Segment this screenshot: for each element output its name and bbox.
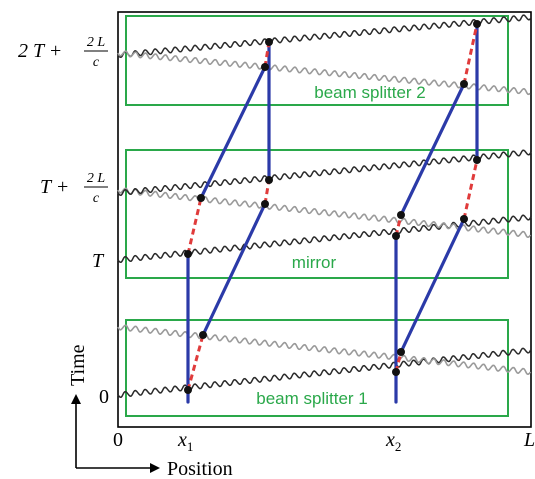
- y-axis-title: Time: [67, 344, 89, 386]
- x-tick-x1-sub: 1: [187, 439, 194, 454]
- x-axis-title: Position: [167, 458, 233, 479]
- y-tick-two-T-plus: 2 T + 2 L c: [18, 35, 108, 70]
- plot-frame: [117, 11, 532, 428]
- dot-right-mirror-b: [397, 211, 405, 219]
- dot-left-bs1-kick: [199, 331, 207, 339]
- pulse-dark-bs2: [117, 14, 531, 59]
- path-left-dashed-lower: [186, 334, 205, 391]
- dot-right-mirror-a: [392, 232, 400, 240]
- y-tick-T-plus: T + 2 L c: [40, 171, 108, 206]
- dot-left-mirror-b: [197, 194, 205, 202]
- path-left-dashed-mid-left: [186, 197, 203, 255]
- x-tick-x1: x1: [177, 429, 193, 454]
- mirror-box: [125, 149, 509, 279]
- path-left-diagonal-up: [201, 202, 267, 337]
- beam-splitter-1-box: [125, 319, 509, 417]
- x-tick-origin: 0: [113, 429, 123, 451]
- dot-left-mirror-a: [184, 250, 192, 258]
- y-tick-two-T-num: 2 L: [87, 35, 106, 50]
- x-tick-x1-base: x: [177, 429, 187, 451]
- path-right-dashed-top: [462, 23, 479, 85]
- dot-right-bs2-b: [473, 20, 481, 28]
- dot-left-bs2-a: [261, 63, 269, 71]
- y-tick-T-lead: T +: [40, 176, 69, 198]
- y-tick-T-den: c: [93, 191, 100, 206]
- path-left-diagonal-up-2: [199, 65, 267, 200]
- dot-left-mirror-d: [265, 176, 273, 184]
- y-tick-T-num: 2 L: [87, 171, 106, 186]
- dot-right-bs1: [392, 368, 400, 376]
- beam-splitter-2-box: [125, 15, 509, 106]
- atom-trajectories: [186, 22, 479, 404]
- path-left-dashed-mid-right: [263, 179, 271, 205]
- interaction-boxes: [125, 15, 509, 417]
- beam-splitter-1-label: beam splitter 1: [256, 389, 368, 408]
- y-tick-two-T-lead: 2 T +: [18, 40, 62, 62]
- y-tick-two-T-den: c: [93, 55, 100, 70]
- path-right-diagonal-up: [399, 217, 466, 354]
- interaction-points: [184, 20, 481, 394]
- y-tick-T: T: [92, 250, 105, 272]
- x-tick-x2: x2: [385, 429, 401, 454]
- mirror-label: mirror: [292, 253, 337, 272]
- path-left-dashed-top: [263, 41, 271, 68]
- dot-right-mirror-c: [460, 215, 468, 223]
- dot-right-bs1-kick: [397, 348, 405, 356]
- dot-left-bs2-b: [265, 38, 273, 46]
- x-tick-end: L: [523, 429, 535, 451]
- x-tick-x2-base: x: [385, 429, 395, 451]
- laser-pulses: [117, 14, 532, 399]
- x-tick-x2-sub: 2: [395, 439, 402, 454]
- dot-left-mirror-c: [261, 200, 269, 208]
- dot-right-bs2-a: [460, 80, 468, 88]
- pulse-light-bs1: [117, 324, 532, 376]
- path-right-dashed-mid-right: [462, 159, 479, 220]
- dot-right-mirror-d: [473, 156, 481, 164]
- y-tick-zero: 0: [99, 386, 109, 408]
- beam-splitter-2-label: beam splitter 2: [314, 83, 426, 102]
- pulse-dark-mirror-upper: [117, 149, 532, 197]
- path-right-diagonal-up-2: [399, 82, 466, 217]
- dot-left-bs1: [184, 386, 192, 394]
